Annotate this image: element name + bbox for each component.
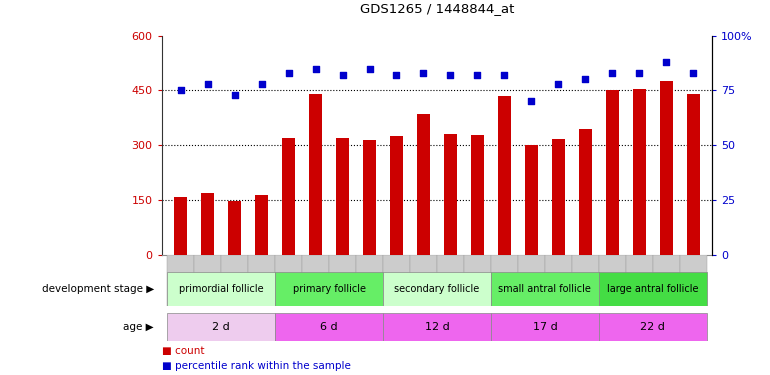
Bar <box>201 193 214 255</box>
Bar <box>275 255 302 306</box>
Text: large antral follicle: large antral follicle <box>607 284 698 294</box>
Bar <box>470 135 484 255</box>
Point <box>633 70 645 76</box>
Text: small antral follicle: small antral follicle <box>498 284 591 294</box>
Bar <box>599 272 707 306</box>
Point <box>525 99 537 105</box>
Bar <box>633 88 646 255</box>
Bar <box>228 201 241 255</box>
Bar <box>221 255 248 306</box>
Text: 17 d: 17 d <box>533 322 557 332</box>
Bar <box>383 313 491 341</box>
Text: 6 d: 6 d <box>320 322 338 332</box>
Bar <box>282 138 295 255</box>
Text: 22 d: 22 d <box>641 322 665 332</box>
Bar <box>464 255 491 306</box>
Point <box>660 59 672 65</box>
Bar <box>579 129 592 255</box>
Bar <box>545 255 572 306</box>
Bar <box>167 255 194 306</box>
Bar <box>491 313 599 341</box>
Point <box>687 70 699 76</box>
Bar <box>626 255 653 306</box>
Text: ■ count: ■ count <box>162 346 204 355</box>
Bar <box>687 94 700 255</box>
Text: secondary follicle: secondary follicle <box>394 284 480 294</box>
Bar <box>518 255 545 306</box>
Point <box>579 76 591 82</box>
Point <box>390 72 403 78</box>
Point <box>552 81 564 87</box>
Bar <box>524 146 538 255</box>
Text: GDS1265 / 1448844_at: GDS1265 / 1448844_at <box>360 2 514 15</box>
Bar <box>383 255 410 306</box>
Point <box>444 72 457 78</box>
Text: 2 d: 2 d <box>213 322 230 332</box>
Text: 12 d: 12 d <box>424 322 450 332</box>
Bar <box>255 195 268 255</box>
Bar <box>653 255 680 306</box>
Point <box>175 87 187 93</box>
Point <box>283 70 295 76</box>
Bar <box>309 94 323 255</box>
Bar <box>599 255 626 306</box>
Bar <box>363 140 377 255</box>
Point <box>310 66 322 72</box>
Text: age ▶: age ▶ <box>123 322 154 332</box>
Bar <box>680 255 707 306</box>
Text: primary follicle: primary follicle <box>293 284 366 294</box>
Text: development stage ▶: development stage ▶ <box>42 284 154 294</box>
Point <box>336 72 349 78</box>
Bar <box>275 313 383 341</box>
Bar <box>572 255 599 306</box>
Bar <box>329 255 356 306</box>
Point <box>229 92 241 98</box>
Bar <box>336 138 350 255</box>
Point <box>498 72 511 78</box>
Point <box>202 81 214 87</box>
Bar <box>390 136 403 255</box>
Bar <box>606 90 619 255</box>
Bar <box>302 255 329 306</box>
Bar <box>167 313 275 341</box>
Bar <box>437 255 464 306</box>
Bar <box>444 134 457 255</box>
Bar <box>410 255 437 306</box>
Bar <box>275 272 383 306</box>
Point <box>256 81 268 87</box>
Bar <box>383 272 491 306</box>
Bar <box>551 139 565 255</box>
Bar <box>491 272 599 306</box>
Point <box>471 72 484 78</box>
Bar <box>497 96 511 255</box>
Text: primordial follicle: primordial follicle <box>179 284 263 294</box>
Point <box>606 70 618 76</box>
Point <box>363 66 376 72</box>
Bar <box>491 255 518 306</box>
Bar <box>599 313 707 341</box>
Text: ■ percentile rank within the sample: ■ percentile rank within the sample <box>162 361 350 370</box>
Bar <box>356 255 383 306</box>
Bar <box>194 255 221 306</box>
Bar <box>660 81 673 255</box>
Point <box>417 70 430 76</box>
Bar <box>174 196 187 255</box>
Bar <box>417 114 430 255</box>
Bar <box>167 272 275 306</box>
Bar <box>248 255 275 306</box>
